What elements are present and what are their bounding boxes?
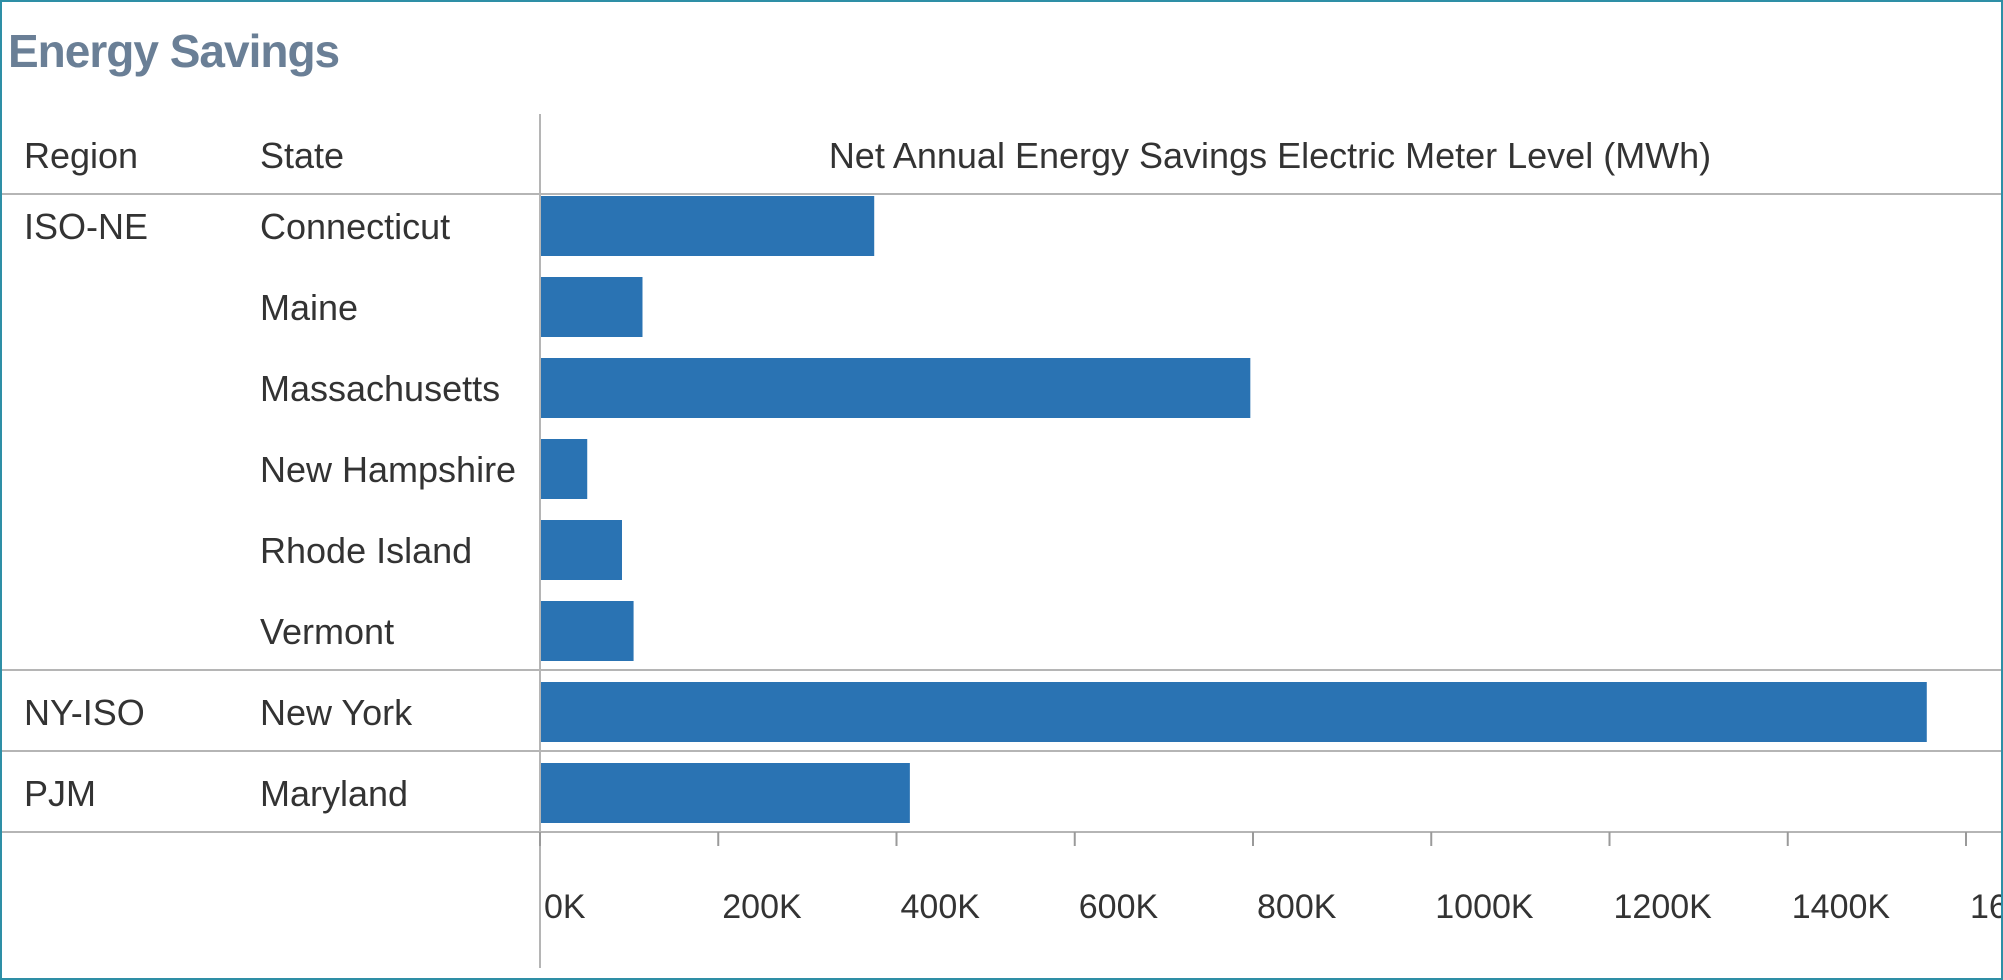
state-label-rhode-island: Rhode Island: [260, 530, 472, 571]
state-label-massachusetts: Massachusetts: [260, 368, 500, 409]
state-label-maryland: Maryland: [260, 773, 408, 814]
x-tick-label-1: 200K: [722, 888, 802, 926]
x-tick-label-0: 0K: [544, 888, 586, 926]
state-label-new-hampshire: New Hampshire: [260, 449, 516, 490]
bar-rhode-island: [540, 520, 622, 580]
region-label-pjm: PJM: [24, 773, 96, 814]
bar-vermont: [540, 601, 634, 661]
x-tick-label-7: 1400K: [1792, 888, 1891, 926]
header-region: Region: [24, 135, 138, 176]
state-label-new-york: New York: [260, 692, 413, 733]
state-label-connecticut: Connecticut: [260, 206, 450, 247]
x-tick-label-5: 1000K: [1435, 888, 1534, 926]
region-label-ny-iso: NY-ISO: [24, 692, 145, 733]
bar-new-york: [540, 682, 1927, 742]
x-tick-label-6: 1200K: [1614, 888, 1713, 926]
region-label-iso-ne: ISO-NE: [24, 206, 148, 247]
bar-new-hampshire: [540, 439, 588, 499]
state-label-maine: Maine: [260, 287, 358, 328]
x-tick-label-3: 600K: [1079, 888, 1159, 926]
bar-connecticut: [540, 196, 875, 256]
bar-maryland: [540, 763, 910, 823]
bar-massachusetts: [540, 358, 1251, 418]
x-tick-label-4: 800K: [1257, 888, 1337, 926]
bar-maine: [540, 277, 643, 337]
chart-title: Energy Savings: [8, 25, 340, 77]
header-measure: Net Annual Energy Savings Electric Meter…: [829, 135, 1711, 176]
x-tick-label-8: 1600K: [1970, 888, 2001, 926]
x-tick-label-2: 400K: [901, 888, 981, 926]
header-state: State: [260, 135, 344, 176]
state-label-vermont: Vermont: [260, 611, 394, 652]
